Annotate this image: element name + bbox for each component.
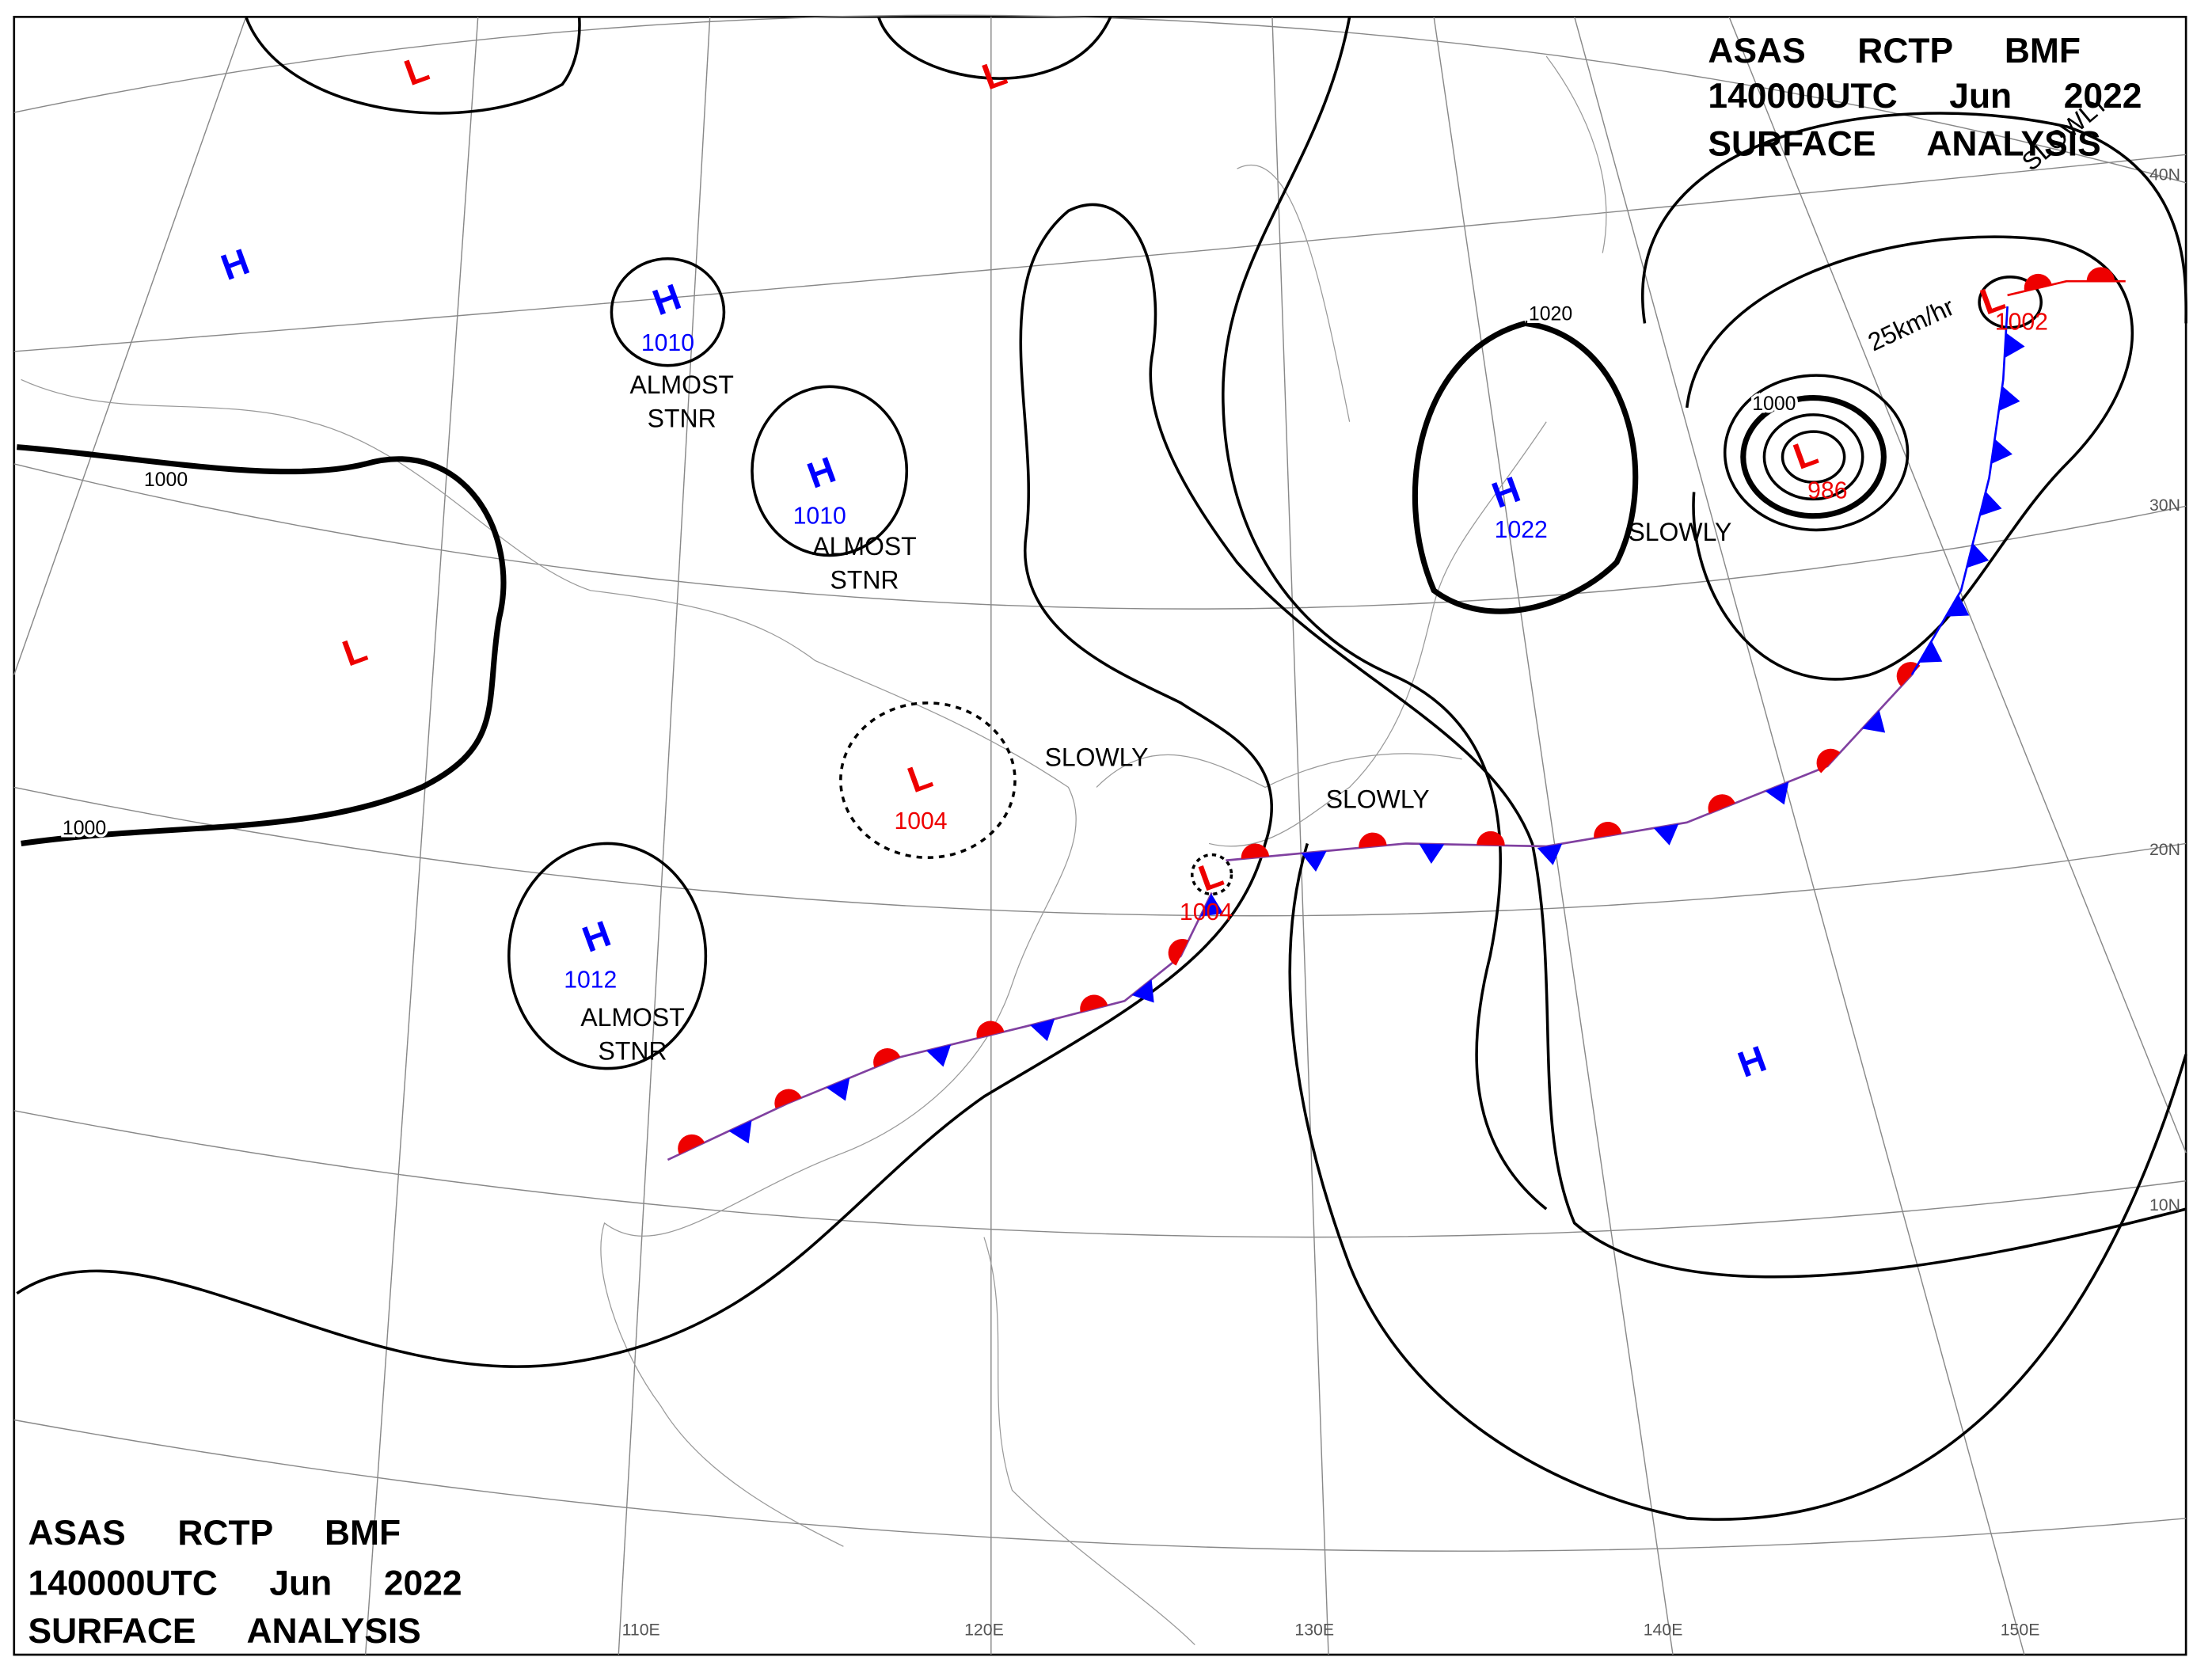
- center-motion: SLOWLY: [1628, 518, 1731, 546]
- center-pressure: 1012: [564, 967, 617, 993]
- cold-symbol: [1918, 640, 1943, 663]
- center-pressure: 1004: [1180, 899, 1233, 926]
- header-line: ASAS RCTP BMF: [29, 1514, 401, 1553]
- warm-symbol: [1708, 794, 1735, 814]
- longitude-label: 120E: [964, 1620, 1004, 1639]
- warm-symbol: [2086, 267, 2115, 282]
- warm-symbol: [1816, 748, 1841, 773]
- cold-symbol: [2004, 333, 2025, 359]
- cold-symbol: [1030, 1019, 1055, 1042]
- center-motion: STNR: [599, 1036, 667, 1065]
- center-motion: STNR: [830, 566, 899, 595]
- warm-symbol: [873, 1048, 901, 1068]
- center-pressure: 1022: [1495, 517, 1548, 543]
- cold-symbol: [728, 1120, 752, 1144]
- longitude-label: 140E: [1644, 1620, 1683, 1639]
- warm-symbol: [2024, 273, 2052, 291]
- center-motion: SLOWLY: [1045, 743, 1149, 771]
- center-pressure: 1004: [894, 808, 947, 834]
- front-line: [1226, 674, 1913, 862]
- map-frame: [13, 15, 2187, 1656]
- header-line: ASAS RCTP BMF: [1708, 32, 2081, 70]
- warm-symbol: [976, 1021, 1005, 1039]
- center-motion: ALMOST: [580, 1003, 684, 1032]
- latitude-label: 40N: [2149, 165, 2180, 184]
- cold-symbol: [1200, 893, 1224, 917]
- warm-symbol: [1477, 830, 1505, 846]
- header-line: SURFACE ANALYSIS: [29, 1612, 421, 1651]
- center-pressure: 986: [1807, 477, 1847, 504]
- isobars: [16, 16, 2187, 1521]
- center-motion: ALMOST: [812, 532, 916, 561]
- isobar-label: 1000: [144, 469, 188, 491]
- header-line: SURFACE ANALYSIS: [1708, 124, 2100, 163]
- graticule: [13, 14, 2187, 1655]
- center-motion: ALMOST: [629, 371, 733, 399]
- warm-symbol: [1080, 994, 1108, 1013]
- cold-symbol: [1419, 843, 1445, 864]
- cold-symbol: [1537, 843, 1563, 865]
- cold-symbol: [1862, 709, 1886, 733]
- warm-symbol: [1594, 822, 1622, 838]
- latitude-label: 30N: [2149, 496, 2180, 515]
- isobar-label: 1000: [1752, 393, 1796, 415]
- cold-symbol: [1945, 595, 1970, 617]
- warm-symbol: [1241, 843, 1270, 859]
- header-line: 140000UTC Jun 2022: [29, 1564, 462, 1603]
- longitude-label: 110E: [622, 1620, 660, 1639]
- center-pressure: 1010: [641, 330, 694, 356]
- cold-symbol: [826, 1078, 850, 1101]
- cold-symbol: [1653, 823, 1679, 846]
- warm-symbol: [774, 1089, 802, 1109]
- center-pressure: 1002: [1995, 309, 2048, 335]
- cold-symbol: [1131, 979, 1154, 1003]
- longitude-label: 130E: [1294, 1620, 1334, 1639]
- center-motion: SLOWLY: [1326, 785, 1430, 814]
- warm-symbol: [678, 1134, 705, 1155]
- cold-symbol: [1979, 491, 2002, 516]
- isobar-label: 1020: [1529, 303, 1572, 325]
- warm-symbol: [1896, 662, 1921, 686]
- header-line: 140000UTC Jun 2022: [1708, 77, 2142, 116]
- cold-symbol: [1301, 850, 1327, 872]
- warm-symbol: [1168, 938, 1189, 966]
- warm-symbol: [1359, 832, 1387, 849]
- fronts: [667, 267, 2126, 1161]
- cold-symbol: [1991, 439, 2012, 465]
- center-pressure: 1010: [793, 503, 846, 529]
- cold-symbol: [1998, 386, 2020, 412]
- cold-symbol: [926, 1044, 952, 1067]
- isobar-label: 1000: [63, 818, 106, 839]
- longitude-label: 150E: [2001, 1620, 2040, 1639]
- latitude-label: 10N: [2149, 1195, 2180, 1214]
- center-motion: STNR: [648, 404, 716, 432]
- cold-symbol: [1967, 543, 1990, 568]
- cold-symbol: [1765, 781, 1789, 805]
- latitude-label: 20N: [2149, 840, 2180, 859]
